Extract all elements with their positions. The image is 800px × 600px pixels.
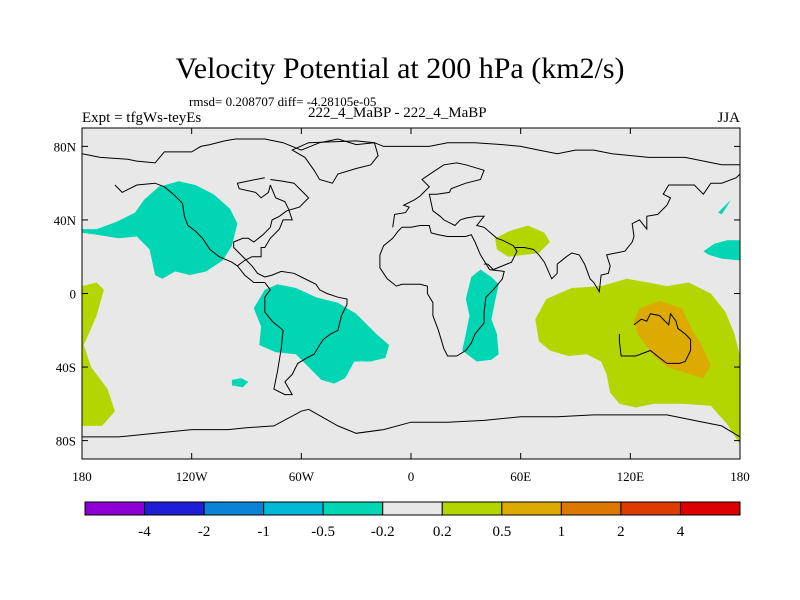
x-tick-label: 120E (617, 469, 645, 484)
colorbar-box (84, 501, 146, 516)
contour-region-arabia-positive (495, 225, 550, 257)
colorbar: -4 -2 -1 -0.5 -0.2 0.2 0.5 1 2 4 (84, 501, 741, 540)
y-tick-label: 40S (56, 360, 76, 375)
colorbar-label: -0.2 (371, 524, 395, 540)
case-comparison-label: 222_4_MaBP - 222_4_MaBP (308, 105, 487, 121)
colorbar-label: 0.5 (492, 524, 511, 540)
x-tick-label: 60W (289, 469, 315, 484)
colorbar-box (263, 501, 324, 516)
colorbar-box (322, 501, 384, 516)
coastline-segment-3 (392, 162, 518, 271)
contour-region-northwest-pacific-blob (718, 199, 731, 215)
coastline-segment-2 (379, 225, 505, 357)
contour-region-north-pacific-negative (82, 181, 238, 279)
contour-region-indo-pacific-core (634, 300, 711, 379)
coastline-segment-4 (515, 173, 740, 294)
coastline-segment-8 (291, 140, 379, 184)
x-tick-label: 0 (408, 469, 415, 484)
colorbar-label: -2 (198, 524, 211, 540)
y-tick-label: 40N (54, 213, 77, 228)
contour-fill-layer (82, 181, 740, 445)
colorbar-box (679, 501, 741, 516)
contour-region-tropical-atlantic-negative (253, 284, 390, 384)
experiment-label: Expt = tfgWs-teyEs (82, 110, 202, 126)
colorbar-box (441, 501, 503, 516)
coastline-segment-0 (82, 138, 740, 166)
y-tick-label: 0 (70, 287, 77, 302)
x-tick-label: 120W (176, 469, 209, 484)
coastline-segment-10 (236, 177, 271, 199)
x-tick-label: 180 (72, 469, 92, 484)
colorbar-label: -0.5 (311, 524, 335, 540)
contour-region-southern-africa-negative (462, 269, 499, 362)
colorbar-label: 0.2 (433, 524, 452, 540)
colorbar-box (560, 501, 622, 516)
colorbar-box (203, 501, 265, 516)
colorbar-label: 2 (617, 524, 625, 540)
colorbar-label: 4 (677, 524, 685, 540)
rmsd-diff-stats: rmsd= 0.208707 diff= -4.28105e-05 (189, 94, 377, 109)
colorbar-box (382, 501, 443, 516)
coastline-segment-5 (618, 312, 692, 364)
colorbar-label: -1 (257, 524, 270, 540)
season-label: JJA (717, 110, 740, 126)
coastline-segment-1 (233, 179, 348, 396)
contour-region-south-pacific-positive (82, 282, 115, 426)
contour-region-indo-pacific-positive (535, 278, 740, 445)
colorbar-label: 1 (558, 524, 566, 540)
y-tick-label: 80S (56, 434, 76, 449)
axis-layer: 180 120W 60W 0 60E 120E 180 80N 40N 0 40S 80S (54, 128, 750, 484)
colorbar-label: -4 (138, 524, 151, 540)
colorbar-box (144, 501, 205, 516)
y-tick-label: 80N (54, 139, 77, 154)
colorbar-box (620, 501, 681, 516)
coastline-segment-7 (308, 408, 740, 438)
coastline-layer (82, 138, 740, 438)
contour-region-southeast-pacific-blob (231, 378, 249, 388)
coastline-segment-6 (82, 408, 309, 438)
colorbar-box (501, 501, 562, 516)
x-tick-label: 180 (730, 469, 750, 484)
plot-title: Velocity Potential at 200 hPa (km2/s) (175, 52, 625, 85)
x-tick-label: 60E (510, 469, 531, 484)
contour-region-northeast-edge-blob (703, 240, 740, 261)
coastline-segment-9 (114, 182, 238, 267)
